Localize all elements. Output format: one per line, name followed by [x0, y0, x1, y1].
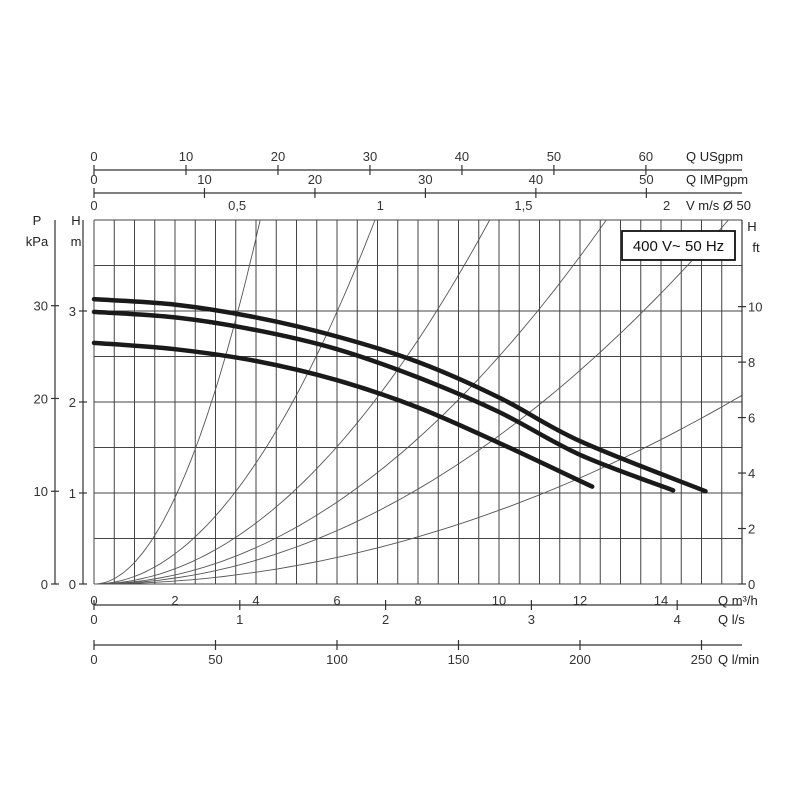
top-tick-label: 0: [90, 198, 97, 213]
voltage-label: 400 V~ 50 Hz: [633, 238, 724, 255]
bottom-tick-label: 250: [691, 652, 713, 667]
left-axis-label-top: H: [71, 213, 80, 228]
top-axis-label: Q IMPgpm: [686, 172, 748, 187]
top-tick-label: 0: [90, 149, 97, 164]
bottom-tick-label: 1: [236, 612, 243, 627]
left-axis-label-top: P: [33, 213, 42, 228]
top-tick-label: 1,5: [514, 198, 532, 213]
right-tick-label: 10: [748, 300, 762, 315]
top-tick-label: 20: [271, 149, 285, 164]
top-tick-label: 1: [377, 198, 384, 213]
bottom-tick-label: 200: [569, 652, 591, 667]
bottom-tick-label: 2: [171, 593, 178, 608]
bottom-tick-label: 6: [333, 593, 340, 608]
top-tick-label: 10: [179, 149, 193, 164]
system-curve: [93, 219, 376, 585]
voltage-box: 400 V~ 50 Hz: [621, 230, 736, 261]
system-curve: [93, 219, 491, 585]
pump-curves: [91, 296, 708, 494]
top-tick-label: 0: [90, 172, 97, 187]
bottom-tick-label: 2: [382, 612, 389, 627]
left-tick-label: 1: [69, 486, 76, 501]
bottom-axis-label: Q l/min: [718, 652, 759, 667]
top-tick-label: 30: [418, 172, 432, 187]
bottom-tick-label: 100: [326, 652, 348, 667]
top-axis-label: V m/s Ø 50: [686, 198, 751, 213]
bottom-tick-label: 10: [492, 593, 506, 608]
right-axis-label-bottom: ft: [752, 240, 760, 255]
top-tick-label: 20: [308, 172, 322, 187]
right-tick-label: 4: [748, 466, 755, 481]
system-curves: [93, 219, 743, 585]
bottom-tick-label: 0: [90, 652, 97, 667]
top-tick-label: 10: [197, 172, 211, 187]
left-axis-label-bottom: m: [71, 234, 82, 249]
left-tick-label: 3: [69, 304, 76, 319]
right-tick-label: 0: [748, 577, 755, 592]
bottom-tick-label: 14: [654, 593, 668, 608]
top-axis-label: Q USgpm: [686, 149, 743, 164]
top-tick-label: 60: [639, 149, 653, 164]
bottom-axis-label: Q l/s: [718, 612, 745, 627]
left-axis-label-bottom: kPa: [26, 234, 49, 249]
top-tick-label: 2: [663, 198, 670, 213]
left-tick-label: 0: [69, 577, 76, 592]
top-tick-label: 30: [363, 149, 377, 164]
bottom-tick-label: 12: [573, 593, 587, 608]
left-tick-label: 0: [41, 577, 48, 592]
grid: [93, 219, 743, 585]
bottom-axis-label: Q m³/h: [718, 593, 758, 608]
pump-curve: [91, 340, 595, 489]
system-curve: [93, 219, 729, 585]
bottom-tick-label: 3: [528, 612, 535, 627]
right-axis-label-top: H: [747, 219, 756, 234]
top-tick-label: 40: [455, 149, 469, 164]
pump-curve: [91, 296, 708, 494]
bottom-tick-label: 0: [90, 612, 97, 627]
left-tick-label: 30: [34, 299, 48, 314]
bottom-tick-label: 50: [208, 652, 222, 667]
right-tick-label: 6: [748, 411, 755, 426]
top-tick-label: 40: [529, 172, 543, 187]
pump-curve: [91, 309, 676, 493]
right-tick-label: 8: [748, 355, 755, 370]
bottom-tick-label: 4: [252, 593, 259, 608]
left-tick-label: 20: [34, 391, 48, 406]
bottom-tick-label: 150: [448, 652, 470, 667]
top-tick-label: 50: [547, 149, 561, 164]
bottom-tick-label: 4: [674, 612, 681, 627]
left-tick-label: 10: [34, 484, 48, 499]
system-curve: [93, 219, 607, 585]
left-tick-label: 2: [69, 395, 76, 410]
system-curve: [93, 394, 743, 585]
system-curve: [93, 219, 261, 585]
top-tick-label: 0,5: [228, 198, 246, 213]
right-tick-label: 2: [748, 522, 755, 537]
bottom-tick-label: 8: [414, 593, 421, 608]
top-tick-label: 50: [639, 172, 653, 187]
